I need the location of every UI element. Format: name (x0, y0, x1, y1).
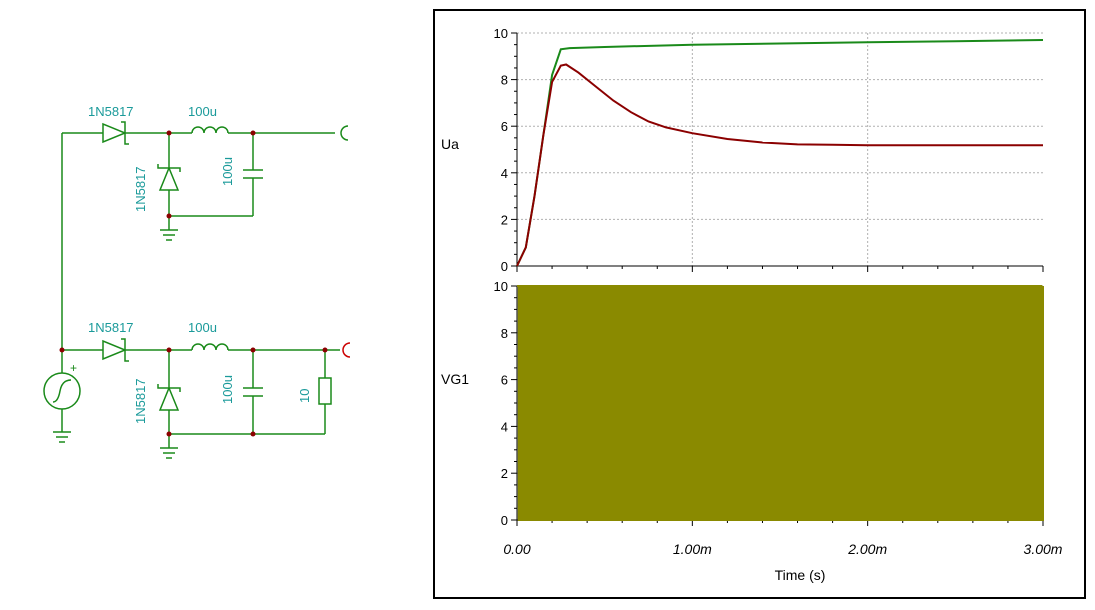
series-line-0-0 (516, 39, 1044, 267)
y-tick-label: 8 (501, 73, 508, 88)
label-diode-top-clamp: 1N5817 (133, 166, 148, 212)
x-axis-title: Time (s) (775, 567, 826, 583)
label-capacitor-top: 100u (220, 157, 235, 186)
y-tick-label: 6 (501, 373, 508, 388)
series-line-0-1 (516, 63, 1043, 267)
y-tick-label: 2 (501, 212, 508, 227)
y-axis-title: VG1 (441, 371, 469, 387)
series-line-1-0 (517, 285, 1044, 521)
y-tick-label: 8 (501, 326, 508, 341)
y-axis-title: Ua (441, 136, 459, 152)
x-tick-label: 2.00m (847, 541, 887, 557)
x-tick-label: 0.00 (503, 541, 530, 557)
label-capacitor-bottom: 100u (220, 375, 235, 404)
label-inductor-top: 100u (188, 104, 217, 119)
y-tick-label: 10 (494, 279, 508, 294)
label-resistor: 10 (297, 389, 312, 403)
y-tick-label: 4 (501, 166, 508, 181)
probe-bottom (342, 342, 351, 358)
x-tick-label: 3.00m (1024, 541, 1063, 557)
label-diode-bottom-clamp: 1N5817 (133, 378, 148, 424)
label-inductor-bottom: 100u (188, 320, 217, 335)
y-tick-label: 10 (494, 26, 508, 41)
probe-top (340, 125, 349, 141)
label-diode-bottom: 1N5817 (88, 320, 134, 335)
y-tick-label: 4 (501, 419, 508, 434)
y-tick-label: 2 (501, 466, 508, 481)
circuit-schematic: 1N5817 100u 1N5817 100u 1N5817 100u 1N58… (43, 104, 351, 459)
source-polarity: + (70, 361, 77, 375)
y-tick-label: 0 (501, 513, 508, 528)
y-tick-label: 6 (501, 119, 508, 134)
x-tick-label: 1.00m (673, 541, 712, 557)
label-diode-top: 1N5817 (88, 104, 134, 119)
plots-svg: 0 2 4 6 8 10 Ua 0 2 4 6 8 10 VG1 0.00 1.00m 2.00m 3.00m Ti… (441, 26, 1063, 583)
y-tick-label: 0 (501, 259, 508, 274)
